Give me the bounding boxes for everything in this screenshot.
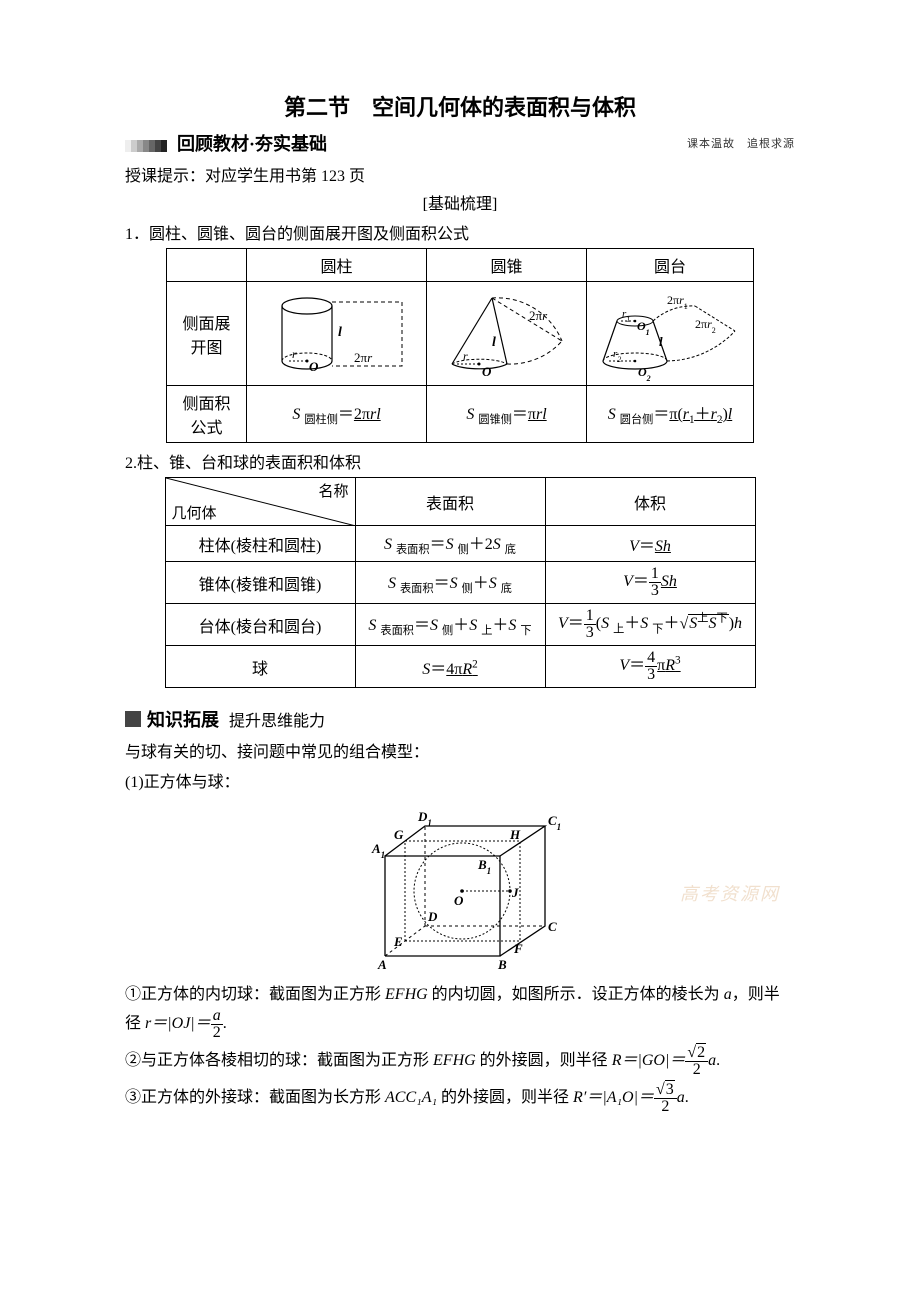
circle1: ①正方体的内切球：截面图为正方形 EFHG 的内切圆，如图所示．设正方体的棱长为… [125,982,795,1041]
t2-head-volume: 体积 [545,478,755,526]
expand-row: 知识拓展 提升思维能力 [125,706,795,732]
svg-text:D1: D1 [417,809,432,828]
cone-unfold-diagram: r O l 2πr [427,282,587,386]
t2-diag-head: 名称 几何体 [165,478,355,526]
t1-col-cyl: 圆柱 [247,249,427,282]
svg-text:2πr: 2πr [529,308,548,323]
p1: (1)正方体与球： [125,770,795,796]
item1-title: 1．圆柱、圆锥、圆台的侧面展开图及侧面积公式 [125,220,795,244]
svg-text:O1: O1 [637,319,650,337]
t2-r4-vol: V＝43πR3 [545,646,755,688]
svg-text:D: D [427,909,438,924]
expand-main: 知识拓展 [147,706,219,732]
svg-text:B: B [497,957,507,971]
svg-text:H: H [509,827,521,842]
review-row: 回顾教材·夯实基础 课本温故 追根求源 [125,130,795,156]
t2-r4-name: 球 [165,646,355,688]
review-label: 回顾教材·夯实基础 [177,130,327,156]
svg-text:2πr: 2πr [354,350,373,365]
cyl-formula: S 圆柱侧＝2πrl [247,386,427,443]
svg-text:A1: A1 [371,841,385,860]
frustum-formula: S 圆台侧＝π(r1＋r2)l [587,386,754,443]
svg-text:O: O [482,364,492,379]
svg-text:C1: C1 [548,813,561,832]
svg-text:O: O [454,893,464,908]
circle2: ②与正方体各棱相切的球：截面图为正方形 EFHG 的外接圆，则半径 R＝|GO|… [125,1045,795,1078]
svg-text:r: r [463,349,468,363]
t2-head-surface: 表面积 [355,478,545,526]
svg-text:O: O [309,359,319,374]
svg-text:E: E [393,934,403,949]
review-sub: 课本温故 追根求源 [687,135,795,151]
cylinder-unfold-diagram: r O l 2πr [247,282,427,386]
diag-bot: 几何体 [172,502,217,523]
t2-r3-vol: V＝13(S 上＋S 下＋√S上S下)h [545,604,755,646]
bar-decoration [125,137,167,149]
t1-row2-head: 侧面展开图 [167,282,247,386]
t2-r2-name: 锥体(棱锥和圆锥) [165,562,355,604]
t2-r1-surf: S 表面积＝S 侧＋2S 底 [355,526,545,562]
cone-formula: S 圆锥侧＝πrl [427,386,587,443]
t1-col-cone: 圆锥 [427,249,587,282]
svg-text:J: J [511,885,519,900]
intro-text: 与球有关的切、接问题中常见的组合模型： [125,740,795,766]
t2-r2-surf: S 表面积＝S 侧＋S 底 [355,562,545,604]
cube-figure: A B C D A1 B1 C1 D1 E F G H O J [125,801,795,976]
svg-text:l: l [338,325,342,340]
diag-top: 名称 [318,480,348,501]
t2-r2-vol: V＝13Sh [545,562,755,604]
t1-row3-head: 侧面积公式 [167,386,247,443]
svg-text:B1: B1 [477,857,491,876]
svg-text:O2: O2 [638,365,651,381]
svg-text:l: l [492,335,496,350]
circle3: ③正方体的外接球：截面图为长方形 ACC₁A₁ 的外接圆，则半径 R′＝|A₁O… [125,1082,795,1115]
svg-text:A: A [377,957,387,971]
teach-note: 授课提示：对应学生用书第 123 页 [125,162,795,186]
svg-text:G: G [394,827,404,842]
svg-text:F: F [513,941,523,956]
section-title: 第二节 空间几何体的表面积与体积 [125,90,795,122]
table1: 圆柱 圆锥 圆台 侧面展开图 r O l 2πr [166,248,754,443]
t1-col-frustum: 圆台 [587,249,754,282]
svg-text:C: C [548,919,557,934]
svg-text:r1: r1 [622,308,630,324]
svg-text:2πr2: 2πr2 [695,317,716,335]
frustum-unfold-diagram: r1 r2 O1 O2 l 2πr1 2πr2 [587,282,754,386]
item2-title: 2.柱、锥、台和球的表面积和体积 [125,449,795,473]
t2-r4-surf: S＝4πR2 [355,646,545,688]
t2-r3-name: 台体(棱台和圆台) [165,604,355,646]
t1-empty-head [167,249,247,282]
t2-r1-vol: V＝Sh [545,526,755,562]
t2-r1-name: 柱体(棱柱和圆柱) [165,526,355,562]
svg-text:l: l [659,334,663,349]
basic-combing: [基础梳理] [125,190,795,214]
svg-text:r: r [292,347,297,361]
square-icon [125,711,141,727]
expand-sub: 提升思维能力 [229,707,325,731]
t2-r3-surf: S 表面积＝S 侧＋S 上＋S 下 [355,604,545,646]
table2: 名称 几何体 表面积 体积 柱体(棱柱和圆柱) S 表面积＝S 侧＋2S 底 V… [165,477,756,688]
